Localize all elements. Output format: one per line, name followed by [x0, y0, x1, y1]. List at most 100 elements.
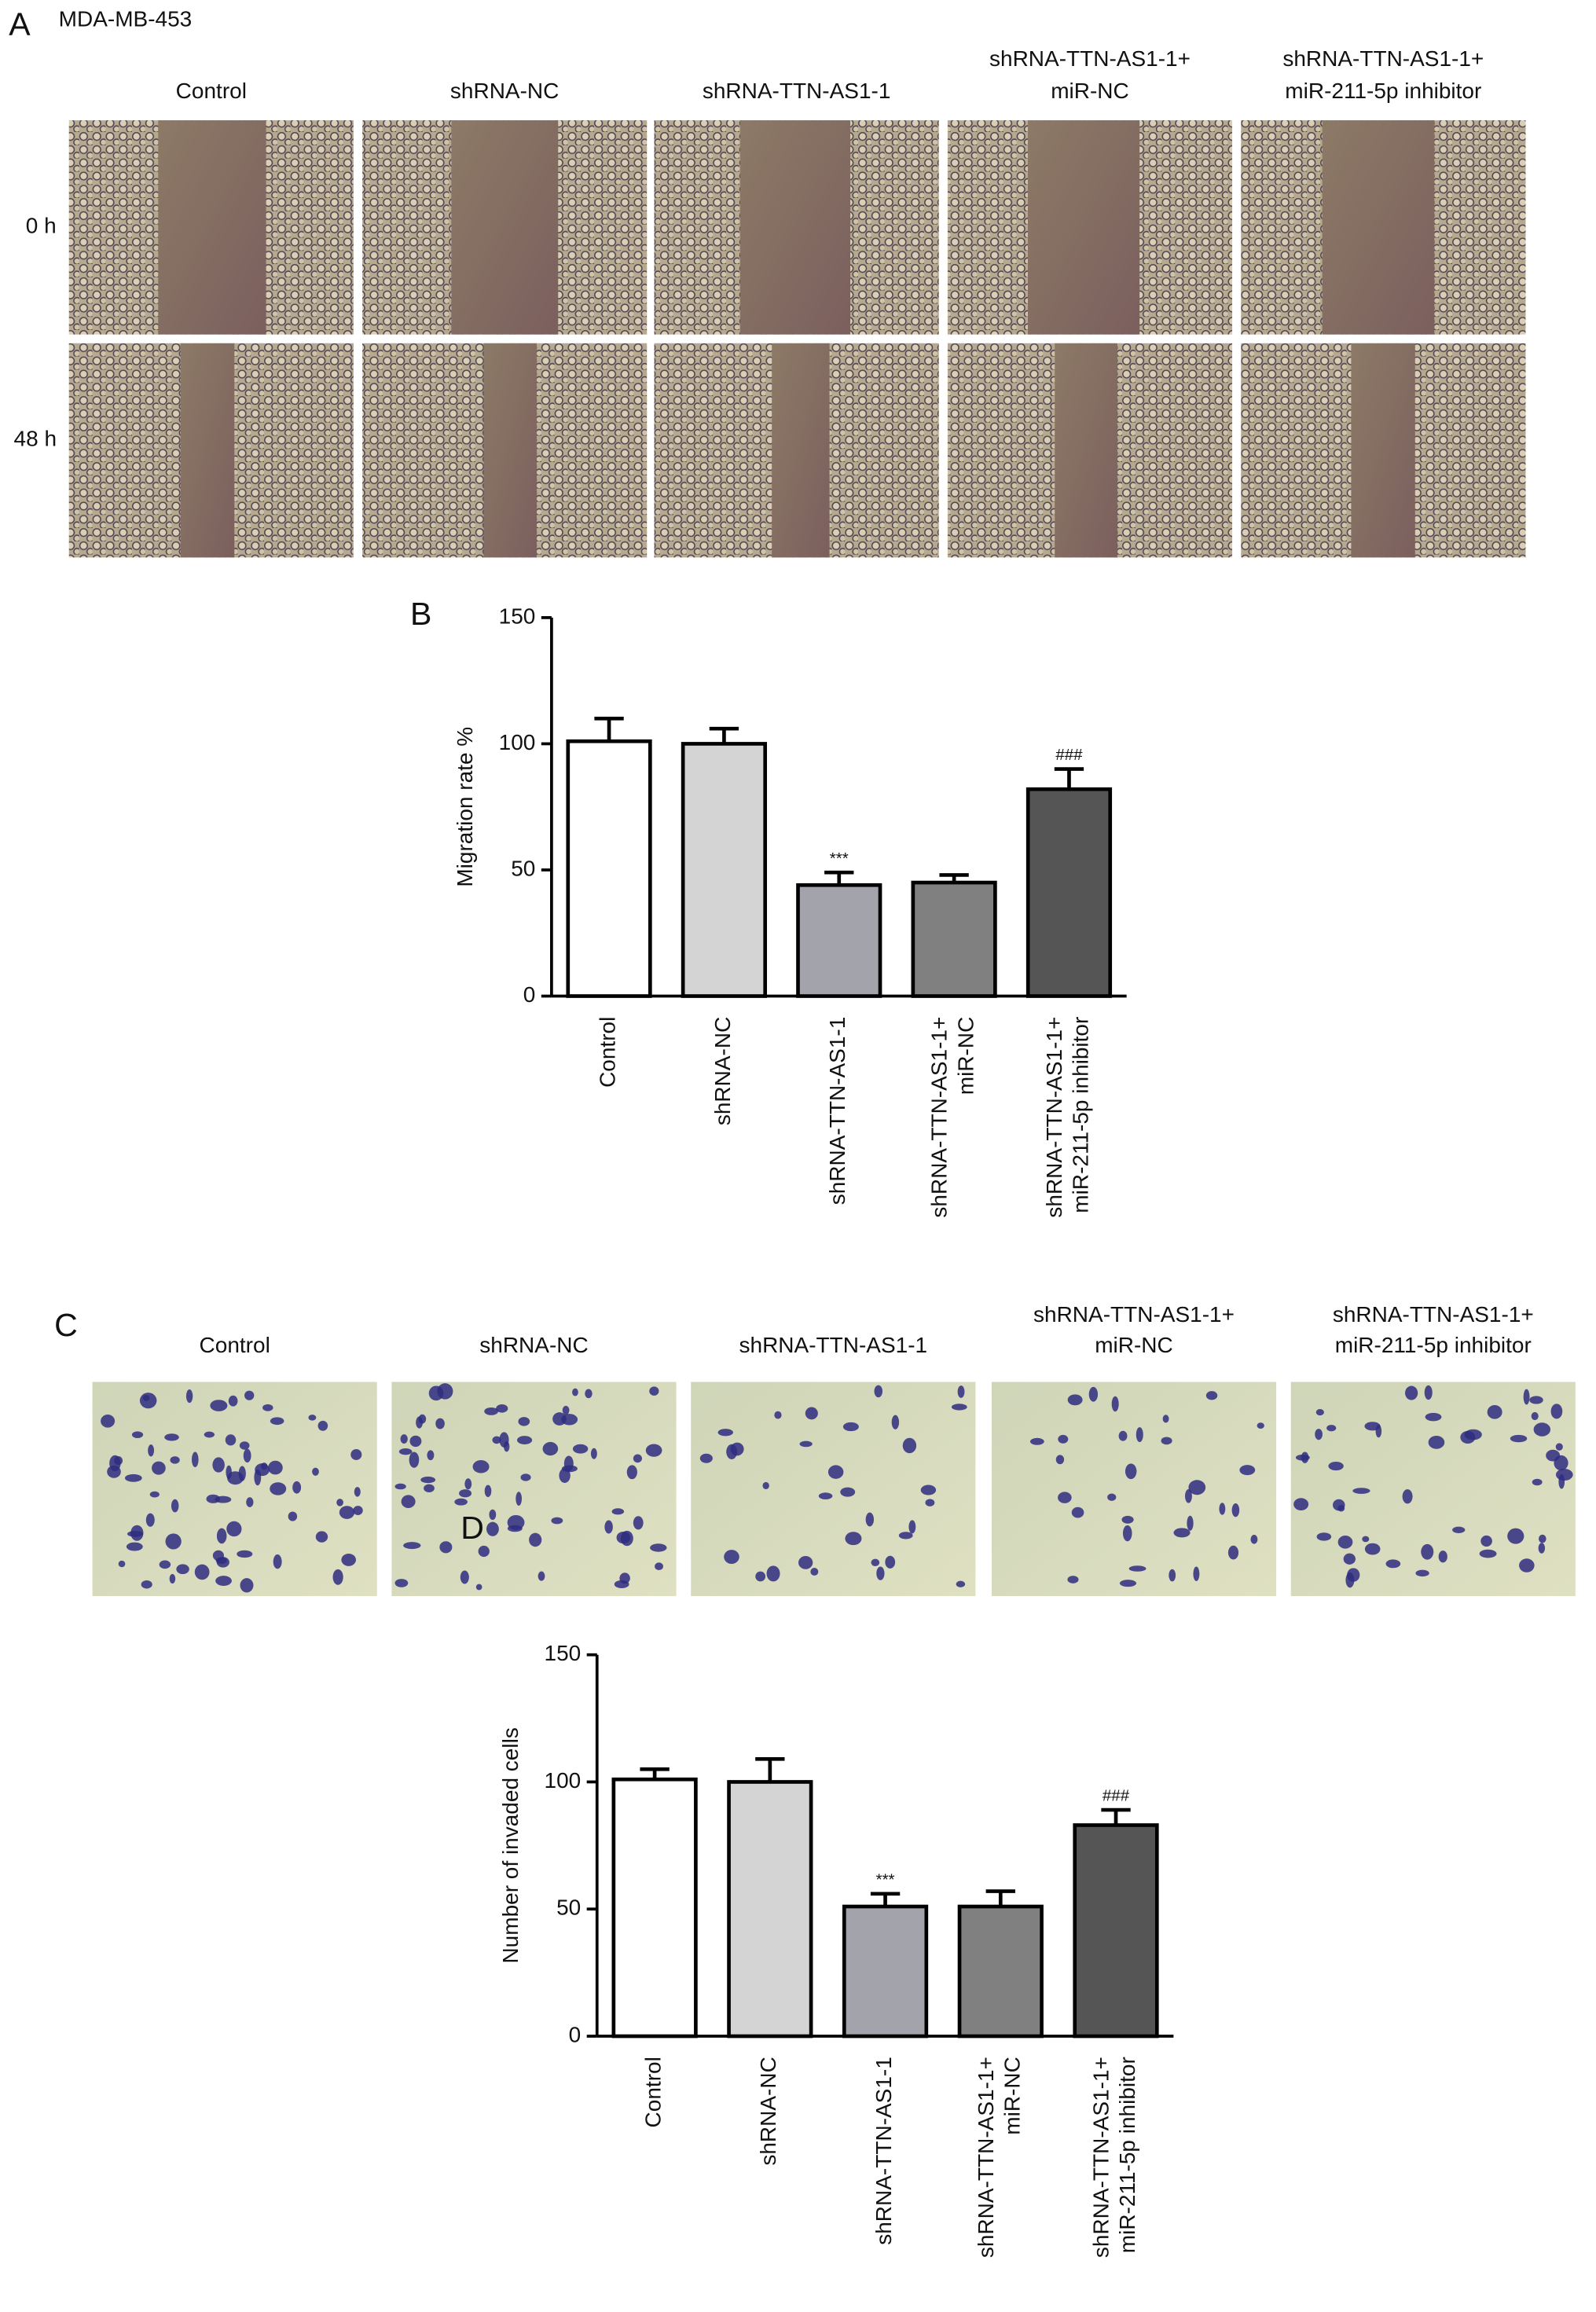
stained-cell — [619, 1573, 630, 1584]
stained-cell — [874, 1385, 883, 1398]
stained-cell — [645, 1444, 662, 1457]
x-tick-label: shRNA-TTN-AS1-1+ — [1089, 2057, 1114, 2258]
stained-cell — [401, 1495, 416, 1508]
wound-gap — [1027, 120, 1140, 335]
y-tick-label: 0 — [523, 982, 536, 1007]
stained-cell — [774, 1411, 782, 1419]
bar — [911, 880, 997, 998]
stained-cell — [194, 1564, 210, 1580]
stained-cell — [292, 1481, 302, 1494]
stained-cell — [332, 1569, 343, 1585]
stained-cell — [1111, 1396, 1119, 1412]
stained-cell — [1118, 1430, 1128, 1441]
stained-cell — [1424, 1385, 1433, 1400]
stained-cell — [1425, 1412, 1442, 1422]
stained-cell — [562, 1405, 570, 1415]
wound-gap — [158, 120, 266, 335]
stained-cell — [604, 1520, 613, 1534]
bar — [727, 1780, 813, 2039]
column-header: shRNA-TTN-AS1-1 — [703, 79, 891, 103]
y-axis-title: Number of invaded cells — [498, 1727, 523, 1963]
x-tick-label: Control — [595, 1017, 619, 1088]
stained-cell — [1539, 1534, 1546, 1543]
stained-cell — [515, 1492, 523, 1506]
stained-cell — [1029, 1437, 1044, 1445]
stained-cell — [1119, 1580, 1137, 1587]
stained-cell — [460, 1570, 469, 1584]
stained-cell — [139, 1393, 157, 1409]
x-tick-label: shRNA-TTN-AS1-1+ — [927, 1017, 952, 1218]
stained-cell — [240, 1578, 254, 1593]
stained-cell — [185, 1389, 193, 1404]
stained-cell — [475, 1584, 482, 1591]
stained-cell — [130, 1525, 144, 1541]
column-header: miR-211-5p inhibitor — [1285, 79, 1481, 103]
stained-cell — [902, 1437, 917, 1454]
x-tick-label: Control — [641, 2057, 666, 2127]
bar — [842, 1904, 929, 2039]
stained-cell — [957, 1385, 965, 1398]
column-header: shRNA-TTN-AS1-1+ — [1282, 46, 1484, 71]
stained-cell — [1362, 1536, 1370, 1543]
stained-cell — [226, 1521, 242, 1537]
stained-cell — [228, 1395, 238, 1407]
stained-cell — [649, 1386, 659, 1396]
stained-cell — [109, 1455, 121, 1472]
stained-cell — [101, 1415, 116, 1428]
stained-cell — [518, 1417, 530, 1426]
stained-cell — [170, 1456, 180, 1464]
stained-cell — [159, 1560, 171, 1569]
panel-label: A — [9, 6, 31, 42]
stained-cell — [472, 1460, 490, 1473]
stained-cell — [1438, 1551, 1447, 1563]
bar — [957, 1904, 1044, 2039]
stained-cell — [1250, 1535, 1258, 1544]
stained-cell — [633, 1454, 642, 1463]
row-label: 48 h — [14, 426, 57, 450]
stained-cell — [204, 1431, 215, 1438]
stained-cell — [484, 1407, 498, 1415]
stained-cell — [1533, 1422, 1551, 1437]
stained-cell — [215, 1557, 227, 1565]
stained-cell — [496, 1404, 508, 1413]
stained-cell — [1067, 1394, 1083, 1406]
y-tick-label: 100 — [499, 730, 536, 754]
x-tick-label: miR-NC — [953, 1017, 978, 1095]
stained-cell — [842, 1422, 859, 1432]
wound-gap — [739, 120, 851, 335]
stained-cell — [339, 1506, 355, 1519]
annotation: ### — [1055, 746, 1083, 764]
stained-cell — [730, 1442, 744, 1456]
stained-cell — [478, 1545, 490, 1558]
stained-cell — [354, 1487, 361, 1497]
stained-cell — [317, 1420, 328, 1431]
x-tick-label: miR-211-5p inhibitor — [1069, 1017, 1093, 1213]
stained-cell — [141, 1580, 152, 1589]
stained-cell — [1523, 1389, 1530, 1405]
column-header: miR-NC — [1051, 79, 1129, 103]
stained-cell — [1480, 1535, 1492, 1547]
stained-cell — [616, 1531, 631, 1544]
stained-cell — [1479, 1549, 1497, 1558]
stained-cell — [459, 1489, 472, 1498]
stained-cell — [520, 1473, 531, 1481]
stained-cell — [1421, 1543, 1434, 1560]
bar — [681, 742, 768, 998]
stained-cell — [633, 1516, 644, 1530]
stained-cell — [1315, 1409, 1324, 1416]
column-header: shRNA-TTN-AS1-1 — [739, 1333, 928, 1357]
stained-cell — [124, 1473, 142, 1482]
stained-cell — [1364, 1422, 1381, 1431]
stained-cell — [766, 1565, 780, 1582]
stained-cell — [1452, 1526, 1466, 1533]
stained-cell — [454, 1498, 468, 1506]
stained-cell — [827, 1465, 844, 1479]
stained-cell — [572, 1388, 578, 1396]
stained-cell — [1519, 1558, 1535, 1573]
stained-cell — [1293, 1498, 1309, 1511]
stained-cell — [341, 1553, 357, 1566]
stained-cell — [171, 1499, 179, 1513]
stained-cell — [216, 1528, 227, 1544]
stained-cell — [1169, 1569, 1176, 1582]
stained-cell — [925, 1499, 935, 1506]
